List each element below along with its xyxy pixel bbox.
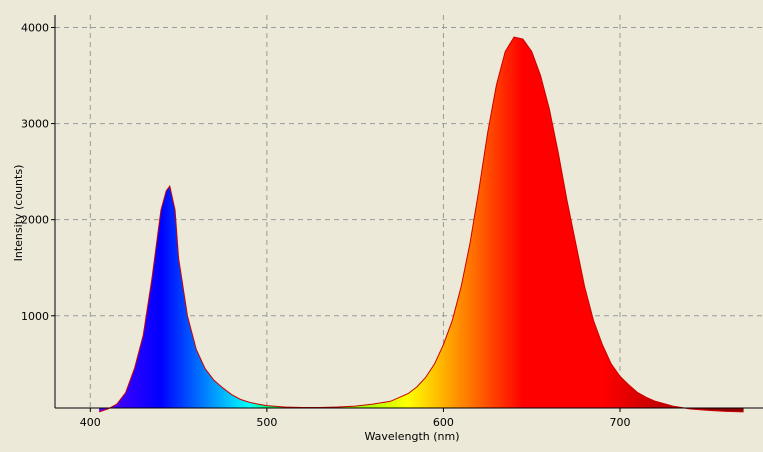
y-tick-label: 3000 <box>21 118 49 131</box>
y-axis-label: Intensity (counts) <box>12 165 25 262</box>
x-tick-label: 400 <box>80 416 101 429</box>
y-tick-label: 2000 <box>21 214 49 227</box>
y-tick-label: 4000 <box>21 21 49 34</box>
x-tick-label: 700 <box>609 416 630 429</box>
x-axis-label: Wavelength (nm) <box>364 430 459 443</box>
area-line <box>98 36 744 413</box>
area-fill <box>99 37 744 412</box>
x-tick-label: 500 <box>256 416 277 429</box>
y-tick-label: 1000 <box>21 310 49 323</box>
x-tick-label: 600 <box>433 416 454 429</box>
